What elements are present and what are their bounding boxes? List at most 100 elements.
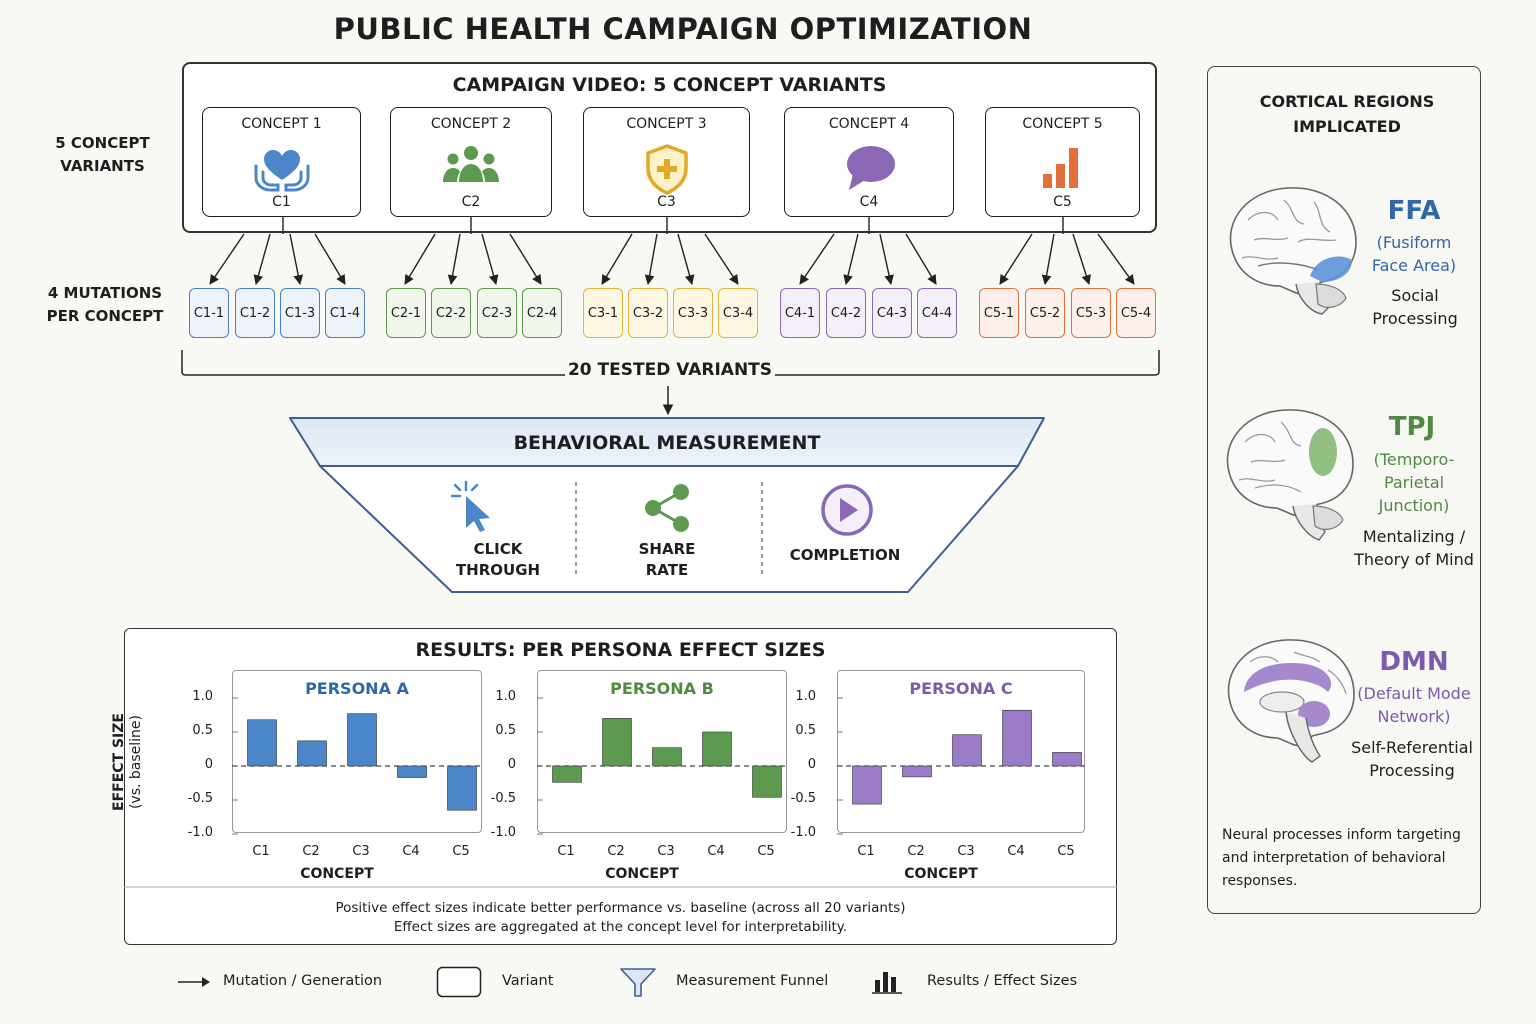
y-tick-label: 0.5 [192, 723, 213, 738]
bar-chart-icon [1042, 148, 1078, 188]
chart-title: PERSONA C [909, 679, 1013, 698]
variant-c2-1[interactable]: C2-1 [386, 288, 426, 338]
y-tick-label: -0.5 [490, 791, 516, 806]
y-tick-label: 0 [807, 757, 816, 772]
region-abbr: DMN [1379, 647, 1449, 677]
arrow-icon [178, 977, 210, 987]
variant-c3-3[interactable]: C3-3 [673, 288, 713, 338]
metric-completion: COMPLETION [775, 545, 915, 566]
results-note-line1: Positive effect sizes indicate better pe… [335, 900, 906, 916]
results-title: RESULTS: PER PERSONA EFFECT SIZES [415, 639, 826, 661]
legend-bar-chart-icon [872, 972, 902, 994]
campaign-title: CAMPAIGN VIDEO: 5 CONCEPT VARIANTS [452, 74, 887, 96]
cortical-title-line2: IMPLICATED [1293, 117, 1401, 136]
bar-c5 [447, 765, 477, 811]
variant-c4-3[interactable]: C4-3 [872, 288, 912, 338]
concept-name: CONCEPT 4 [828, 116, 910, 132]
concept-card-2[interactable]: CONCEPT 2 C2 [390, 107, 552, 217]
metric-click-through: CLICK THROUGH [438, 539, 558, 581]
variant-c4-2[interactable]: C4-2 [826, 288, 866, 338]
variant-c3-4[interactable]: C3-4 [718, 288, 758, 338]
mutations-label-line2: PER CONCEPT [46, 307, 164, 325]
variant-c5-4[interactable]: C5-4 [1116, 288, 1156, 338]
x-category-label: C2 [907, 844, 925, 859]
effect-size-axis-label: EFFECT SIZE (vs. baseline) [111, 677, 145, 847]
heart-hands-icon [254, 150, 309, 192]
concept-card-1[interactable]: CONCEPT 1 C1 [202, 107, 361, 217]
region-full-line1: (Fusiform [1376, 233, 1452, 252]
x-category-label: C1 [252, 844, 270, 859]
region-func-line1: Self-Referential [1351, 738, 1473, 757]
variant-c1-4[interactable]: C1-4 [325, 288, 365, 338]
funnel-icon [620, 968, 656, 997]
concept-name: CONCEPT 5 [1022, 116, 1103, 132]
variant-c1-3[interactable]: C1-3 [280, 288, 320, 338]
bar-c4 [1002, 709, 1032, 767]
region-func-line2: Theory of Mind [1354, 550, 1474, 569]
variant-c2-2[interactable]: C2-2 [431, 288, 471, 338]
results-divider [124, 886, 1117, 888]
y-tick-label: 0 [507, 757, 516, 772]
concept-code: C1 [272, 194, 291, 210]
y-tick-label: -0.5 [790, 791, 816, 806]
variant-c3-2[interactable]: C3-2 [628, 288, 668, 338]
cortical-note: Neural processes inform targeting and in… [1222, 827, 1461, 889]
x-category-label: C3 [957, 844, 975, 859]
ylabel-line2: (vs. baseline) [128, 714, 144, 810]
page-title: PUBLIC HEALTH CAMPAIGN OPTIMIZATION [333, 12, 1033, 46]
bar-c3 [347, 713, 377, 767]
ylabel-line1: EFFECT SIZE [111, 713, 127, 811]
region-full-line1: (Temporo- [1373, 450, 1455, 469]
variant-c2-3[interactable]: C2-3 [477, 288, 517, 338]
bar-c5 [1052, 752, 1082, 767]
cortical-title-line1: CORTICAL REGIONS [1259, 92, 1435, 111]
variant-c1-2[interactable]: C1-2 [235, 288, 275, 338]
concept-name: CONCEPT 3 [626, 116, 707, 132]
y-tick-label: -1.0 [790, 825, 816, 840]
bar-chart-persona-0 [232, 697, 482, 835]
variant-box-icon [436, 966, 482, 998]
variant-c2-4[interactable]: C2-4 [522, 288, 562, 338]
variant-c4-4[interactable]: C4-4 [917, 288, 957, 338]
x-category-label: C1 [557, 844, 575, 859]
region-tpj-abbr: TPJ [1347, 412, 1477, 442]
region-full-line2: Face Area) [1371, 256, 1457, 275]
variant-c4-1[interactable]: C4-1 [780, 288, 820, 338]
bar-c3 [952, 734, 982, 767]
y-tick-label: -0.5 [187, 791, 213, 806]
bar-c2 [902, 765, 932, 778]
legend-variant: Variant [502, 973, 554, 989]
concept-card-4[interactable]: CONCEPT 4 C4 [784, 107, 954, 217]
metric-label-line1: COMPLETION [789, 546, 901, 564]
mutations-label: 4 MUTATIONS PER CONCEPT [40, 282, 170, 328]
chart-title: PERSONA A [305, 679, 409, 698]
people-group-icon [443, 146, 499, 182]
shield-plus-icon [645, 144, 688, 195]
share-icon [645, 484, 689, 532]
concept-code: C2 [461, 194, 481, 210]
legend-mutation: Mutation / Generation [223, 973, 383, 989]
x-category-label: C3 [352, 844, 370, 859]
bar-c4 [397, 765, 427, 778]
metric-label-line1: SHARE [638, 540, 696, 558]
tested-variants-label: 20 TESTED VARIANTS [565, 360, 775, 380]
concept-card-5[interactable]: CONCEPT 5 C5 [985, 107, 1140, 217]
concept-name: CONCEPT 1 [241, 116, 322, 132]
region-ffa-fullname: (Fusiform Face Area) [1349, 231, 1479, 277]
bar-c5 [752, 765, 782, 798]
variant-c5-3[interactable]: C5-3 [1071, 288, 1111, 338]
concept-card-3[interactable]: CONCEPT 3 C3 [583, 107, 750, 217]
variant-c5-1[interactable]: C5-1 [979, 288, 1019, 338]
concept-variants-label-line2: VARIANTS [60, 157, 145, 175]
variant-c5-2[interactable]: C5-2 [1025, 288, 1065, 338]
y-tick-label: 1.0 [495, 689, 516, 704]
x-axis-label: CONCEPT [300, 866, 374, 882]
bar-c1 [852, 765, 882, 805]
bar-c2 [297, 740, 327, 767]
variant-c3-1[interactable]: C3-1 [583, 288, 623, 338]
variant-c1-1[interactable]: C1-1 [189, 288, 229, 338]
brain-tpj-icon [1226, 409, 1354, 541]
mutations-label-line1: 4 MUTATIONS [47, 284, 163, 302]
concept-code: C4 [859, 194, 879, 210]
metric-label-line2: RATE [645, 561, 689, 579]
